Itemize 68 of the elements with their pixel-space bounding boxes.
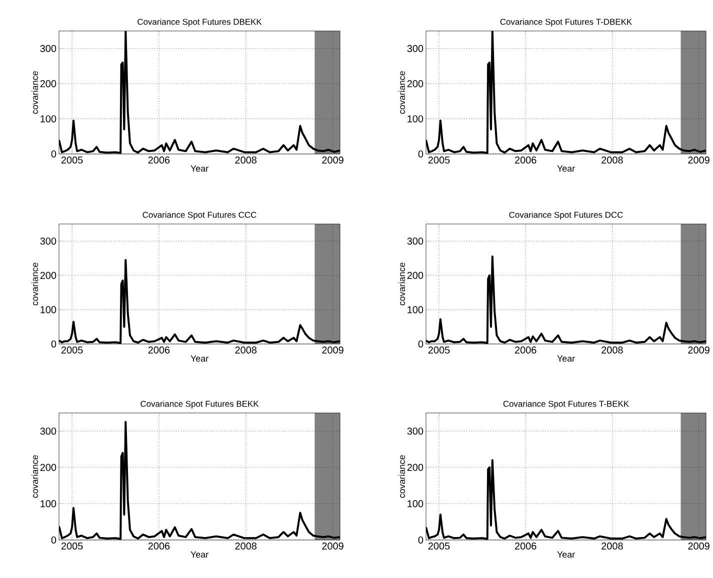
y-tick-label: 100 (40, 306, 56, 314)
x-tick-label: 2009 (322, 542, 344, 550)
y-tick-label: 0 (418, 536, 424, 544)
x-tick-label: 2005 (428, 156, 450, 164)
x-tick-label: 2009 (688, 542, 710, 550)
x-tick-label: 2006 (515, 346, 536, 354)
x-axis-title: Year (190, 165, 208, 172)
x-axis-title: Year (557, 355, 575, 362)
x-tick-label: 2006 (515, 542, 536, 550)
y-tick-label: 0 (51, 340, 56, 348)
y-tick-label: 100 (408, 500, 424, 508)
y-tick-label: 300 (407, 428, 424, 435)
x-tick-label: 2006 (148, 542, 170, 550)
x-tick-label: 2008 (235, 156, 257, 164)
x-tick-label: 2005 (428, 346, 450, 354)
x-axis-title: Year (190, 355, 208, 362)
x-tick-label: 2008 (602, 156, 623, 164)
y-tick-label: 100 (408, 306, 424, 314)
y-tick-label: 200 (407, 272, 424, 279)
y-axis-title: covariance (31, 71, 38, 114)
x-tick-label: 2008 (235, 346, 257, 354)
x-tick-label: 2008 (602, 346, 623, 354)
x-axis-title: Year (557, 165, 575, 172)
chart-title: Covariance Spot Futures CCC (142, 212, 256, 220)
chart-title: Covariance Spot Futures T-DBEKK (500, 18, 632, 26)
x-tick-label: 2005 (61, 542, 83, 550)
y-axis-title: covariance (31, 262, 38, 306)
x-tick-label: 2008 (602, 542, 623, 550)
y-tick-label: 0 (418, 150, 424, 158)
x-axis-title: Year (190, 551, 208, 558)
x-tick-label: 2006 (148, 346, 170, 354)
y-tick-label: 100 (408, 115, 424, 122)
y-tick-label: 0 (418, 340, 424, 348)
x-tick-label: 2005 (61, 156, 83, 164)
y-tick-label: 200 (40, 464, 56, 471)
y-tick-label: 0 (51, 150, 56, 158)
y-tick-label: 200 (407, 464, 424, 471)
y-tick-label: 300 (40, 428, 56, 435)
x-tick-label: 2005 (428, 542, 450, 550)
x-tick-label: 2006 (515, 156, 536, 164)
y-axis-title: covariance (31, 455, 38, 498)
y-tick-label: 200 (407, 80, 424, 88)
y-axis-title: covariance (398, 71, 406, 114)
y-tick-label: 200 (40, 80, 56, 88)
y-tick-label: 300 (40, 238, 56, 245)
x-tick-label: 2009 (688, 156, 710, 164)
chart-title: Covariance Spot Futures BEKK (140, 400, 259, 408)
y-tick-label: 100 (40, 115, 56, 122)
x-axis-title: Year (557, 551, 575, 558)
y-tick-label: 100 (40, 500, 56, 508)
line-series (426, 30, 706, 154)
y-tick-label: 300 (40, 45, 56, 52)
y-tick-label: 300 (407, 45, 424, 52)
x-tick-label: 2009 (688, 346, 710, 354)
y-tick-label: 200 (40, 272, 56, 279)
x-tick-label: 2008 (235, 542, 257, 550)
x-tick-label: 2006 (148, 156, 170, 164)
chart-title: Covariance Spot Futures DBEKK (138, 18, 262, 26)
line-series (59, 30, 340, 154)
x-tick-label: 2009 (322, 156, 344, 164)
x-tick-label: 2005 (61, 346, 83, 354)
chart-title: Covariance Spot Futures DCC (509, 212, 623, 220)
x-tick-label: 2009 (322, 346, 344, 354)
y-tick-label: 300 (407, 238, 424, 245)
chart-title: Covariance Spot Futures T-BEKK (503, 400, 629, 408)
y-tick-label: 0 (51, 536, 56, 544)
y-axis-title: covariance (398, 262, 406, 306)
y-axis-title: covariance (398, 455, 406, 498)
